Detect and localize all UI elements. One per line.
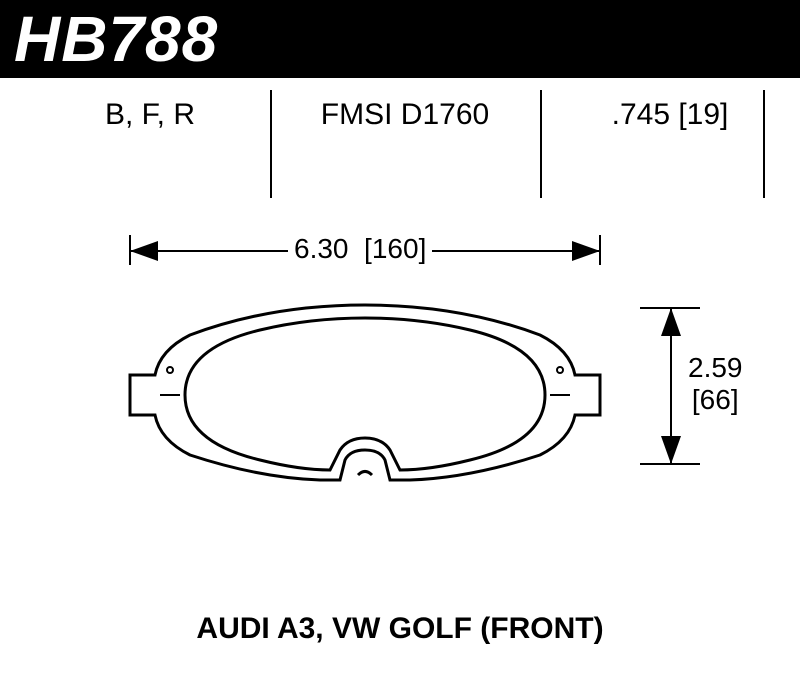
part-number: HB788 [14, 2, 218, 76]
arrow-left-icon [130, 241, 158, 261]
width-dim-label: 6.30 [160] [288, 233, 432, 265]
spec-row: B, F, R FMSI D1760 .745 [19] [0, 90, 800, 200]
diagram-area: 6.30 [160] 2.59 [66] [0, 200, 800, 620]
width-in: 6.30 [294, 233, 349, 264]
arrow-right-icon [572, 241, 600, 261]
height-mm: 66 [700, 384, 731, 415]
fmsi-code: FMSI D1760 [290, 98, 520, 132]
header-bar: HB788 [0, 0, 800, 78]
divider [763, 90, 765, 198]
arrow-down-icon [661, 436, 681, 464]
thickness-mm: 19 [687, 98, 720, 131]
width-mm: 160 [372, 233, 419, 264]
height-dim-label: 2.59 [66] [688, 352, 743, 416]
thickness-in: .745 [612, 98, 670, 131]
application-label: AUDI A3, VW GOLF (FRONT) [0, 612, 800, 646]
thickness-spec: .745 [19] [580, 98, 760, 132]
divider [270, 90, 272, 198]
divider [540, 90, 542, 198]
brake-pad-outline [110, 300, 620, 490]
arrow-up-icon [661, 308, 681, 336]
compound-codes: B, F, R [60, 98, 240, 132]
height-in: 2.59 [688, 352, 743, 383]
